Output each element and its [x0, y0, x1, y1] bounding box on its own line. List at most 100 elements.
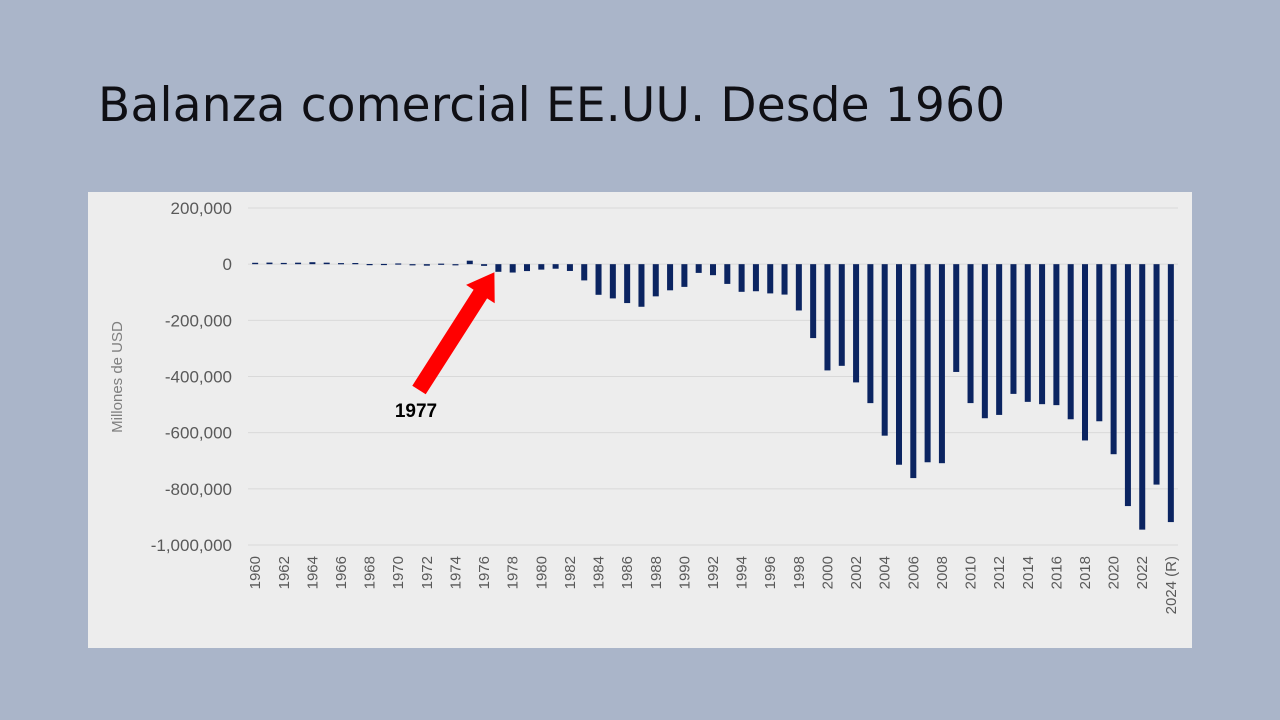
- y-tick-label: -1,000,000: [151, 536, 232, 555]
- bar: [566, 264, 573, 271]
- bar: [738, 264, 745, 292]
- bar: [624, 264, 631, 304]
- y-tick-label: -800,000: [165, 480, 232, 499]
- x-tick-label: 1980: [533, 556, 550, 589]
- bar: [366, 263, 373, 266]
- x-tick-label: 2010: [963, 556, 980, 589]
- bar: [981, 264, 988, 419]
- x-tick-label: 1964: [304, 556, 321, 589]
- bar: [1167, 264, 1174, 523]
- bar: [1124, 264, 1131, 507]
- x-tick-label: 2024 (R): [1163, 556, 1180, 614]
- x-tick-label: 2000: [819, 556, 836, 589]
- x-tick-label: 1962: [276, 556, 293, 589]
- x-tick-label: 1966: [333, 556, 350, 589]
- x-tick-label: 1992: [705, 556, 722, 589]
- bar: [881, 264, 888, 436]
- bar: [1039, 264, 1046, 405]
- x-tick-label: 1982: [562, 556, 579, 589]
- bar: [523, 264, 531, 272]
- bar: [838, 264, 845, 366]
- bar: [1010, 264, 1017, 394]
- bar: [552, 264, 559, 269]
- bar: [466, 260, 473, 265]
- y-axis-ticks: 200,000 0 -200,000 -400,000 -600,000 -800,000…: [151, 199, 232, 555]
- bar: [924, 264, 931, 463]
- x-tick-label: 2014: [1020, 556, 1037, 589]
- bar: [752, 264, 759, 292]
- bar: [323, 262, 330, 265]
- bar: [810, 264, 817, 339]
- x-tick-label: 1984: [591, 556, 608, 589]
- bars: [252, 260, 1174, 530]
- x-tick-label: 1988: [648, 556, 665, 589]
- bar: [509, 264, 516, 273]
- chart-panel: 200,000 0 -200,000 -400,000 -600,000 -800,000…: [88, 192, 1192, 648]
- x-tick-label: 1996: [762, 556, 779, 589]
- bar: [667, 264, 674, 291]
- bar: [1153, 264, 1160, 485]
- x-tick-label: 1976: [476, 556, 493, 589]
- bar: [853, 264, 860, 383]
- bar: [423, 264, 430, 266]
- x-tick-label: 2008: [934, 556, 951, 589]
- x-tick-label: 1968: [362, 556, 379, 589]
- bar: [709, 264, 717, 276]
- x-tick-label: 1972: [419, 556, 436, 589]
- bar: [824, 264, 831, 371]
- x-tick-label: 2016: [1048, 556, 1065, 589]
- y-tick-label: 0: [223, 255, 232, 274]
- bar: [352, 263, 359, 265]
- bar: [996, 264, 1003, 415]
- bar: [1110, 264, 1117, 455]
- x-tick-label: 2022: [1134, 556, 1151, 589]
- x-tick-label: 1994: [734, 556, 751, 589]
- bar: [609, 264, 616, 299]
- x-tick-label: 1990: [676, 556, 693, 589]
- bar: [280, 262, 287, 265]
- bar: [595, 264, 602, 295]
- bar: [1024, 264, 1031, 402]
- bar: [252, 262, 259, 265]
- bar: [1096, 264, 1103, 422]
- bar: [695, 264, 702, 273]
- y-tick-label: -600,000: [165, 424, 232, 443]
- bar: [409, 264, 416, 266]
- x-tick-label: 2002: [848, 556, 865, 589]
- bar: [266, 262, 273, 265]
- slide-title: Balanza comercial EE.UU. Desde 1960: [98, 78, 1006, 133]
- x-tick-label: 1978: [505, 556, 522, 589]
- bar: [1053, 264, 1060, 406]
- annotation-label: 1977: [395, 401, 437, 422]
- bar: [910, 264, 917, 479]
- x-tick-label: 2006: [905, 556, 922, 589]
- bar: [638, 264, 645, 307]
- annotation: 1977: [395, 272, 495, 422]
- bar: [581, 264, 588, 281]
- bar: [481, 264, 488, 266]
- x-tick-label: 1960: [247, 556, 264, 589]
- x-tick-label: 1970: [390, 556, 407, 589]
- bar: [724, 264, 731, 284]
- y-tick-label: -200,000: [165, 311, 232, 330]
- x-tick-label: 2018: [1077, 556, 1094, 589]
- y-tick-label: -400,000: [165, 368, 232, 387]
- x-tick-label: 1998: [791, 556, 808, 589]
- bar: [781, 264, 788, 295]
- annotation-arrow: [412, 272, 495, 395]
- bar: [337, 263, 345, 265]
- gridlines: [248, 207, 1178, 546]
- bar-chart: 200,000 0 -200,000 -400,000 -600,000 -800,000…: [109, 199, 1180, 614]
- x-tick-label: 2012: [991, 556, 1008, 589]
- bar: [767, 264, 774, 294]
- bar: [452, 264, 459, 266]
- bar: [652, 264, 659, 297]
- bar: [1139, 264, 1146, 530]
- y-tick-label: 200,000: [171, 199, 232, 218]
- bar: [438, 263, 445, 265]
- x-axis-ticks: 1960 1962 1964 1966 1968 1970 1972 1974 1976 1978…: [247, 556, 1180, 614]
- x-tick-label: 1986: [619, 556, 636, 589]
- bar: [967, 264, 974, 404]
- bar: [953, 264, 960, 372]
- bar: [938, 264, 945, 464]
